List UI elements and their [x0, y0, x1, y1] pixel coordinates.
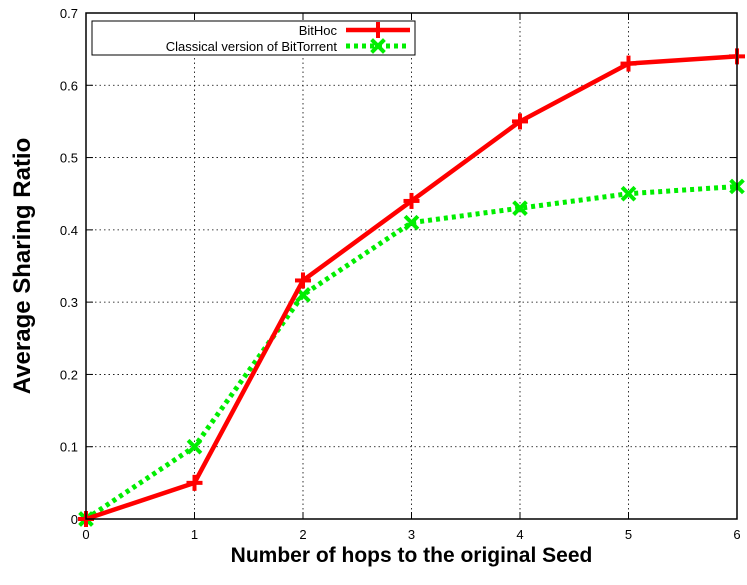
y-tick-label: 0.6: [60, 78, 78, 93]
plot-frame: [85, 12, 738, 520]
legend-label-bithoc: BitHoc: [299, 23, 338, 38]
legend: BitHoc Classical version of BitTorrent: [91, 20, 416, 56]
y-tick-label: 0: [71, 512, 78, 527]
y-tick-label: 0.3: [60, 295, 78, 310]
x-tick-label: 3: [408, 527, 415, 542]
legend-box: [91, 20, 416, 56]
series-line: [84, 183, 738, 522]
cross-marker: [403, 214, 420, 231]
y-tick-label: 0.5: [60, 151, 78, 166]
y-axis-title: Average Sharing Ratio: [9, 138, 36, 395]
cross-marker: [186, 438, 203, 455]
x-tick-label: 0: [82, 527, 89, 542]
x-tick-label: 5: [625, 527, 632, 542]
y-tick-label: 0.4: [60, 223, 78, 238]
cross-marker: [370, 38, 386, 54]
grid-lines: [86, 13, 737, 519]
y-tick-label: 0.1: [60, 440, 78, 455]
x-axis-title: Number of hops to the original Seed: [231, 544, 593, 567]
x-tick-label: 6: [733, 527, 740, 542]
legend-sample-bithoc: [346, 22, 410, 38]
legend-sample-bittorrent: [346, 38, 410, 54]
cross-marker: [620, 185, 637, 202]
series-bittorrent: [78, 178, 745, 527]
y-tick-label: 0.7: [60, 6, 78, 21]
y-tick-label: 0.2: [60, 367, 78, 382]
x-tick-label: 1: [191, 527, 198, 542]
cross-marker: [512, 200, 528, 216]
cross-marker: [295, 287, 311, 303]
x-tick-label: 2: [299, 527, 306, 542]
legend-label-bittorrent: Classical version of BitTorrent: [166, 39, 338, 54]
axis-ticks: 0 0.1 0.2 0.3 0.4 0.5 0.6 0.7 0 1 2 3 4 5 6: [60, 6, 741, 542]
x-tick-label: 4: [516, 527, 523, 542]
